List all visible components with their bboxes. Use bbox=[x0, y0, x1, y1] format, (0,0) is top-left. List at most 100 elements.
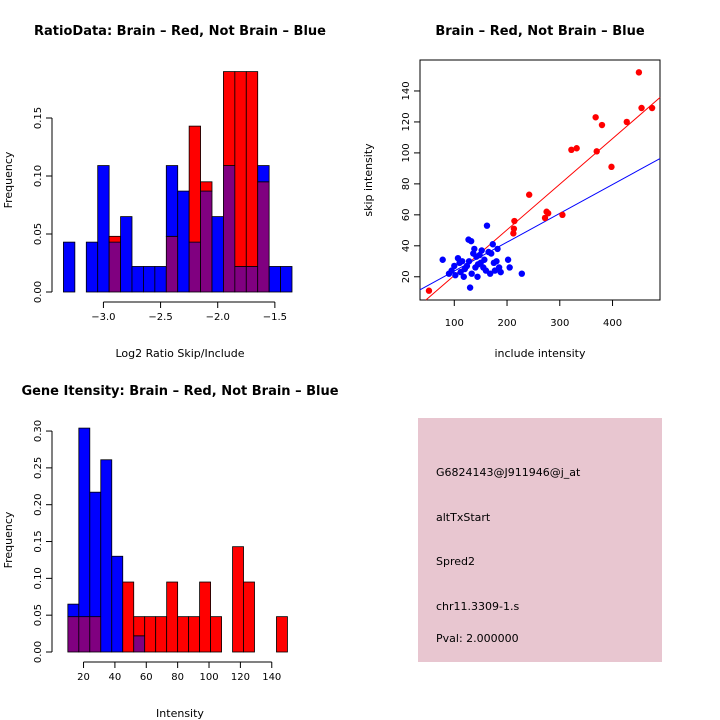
not-brain-point bbox=[518, 270, 526, 277]
y-tick-label: 0.00 bbox=[33, 641, 44, 663]
brain-bar bbox=[200, 181, 213, 192]
intensity-scatter: Brain – Red, Not Brain – Blue 100 200 300 4… bbox=[362, 24, 661, 360]
x-tick-label: −2.5 bbox=[148, 312, 172, 323]
brain-point bbox=[425, 287, 433, 294]
not-brain-point bbox=[481, 256, 488, 263]
not-brain-point bbox=[439, 256, 446, 263]
brain-point bbox=[525, 191, 533, 198]
x-tick-label: 100 bbox=[199, 672, 218, 683]
brain-bar bbox=[232, 546, 244, 653]
brain-bar bbox=[108, 235, 121, 243]
intensity-hist-title: Gene Itensity: Brain – Red, Not Brain – … bbox=[21, 384, 338, 399]
ratio-histogram: RatioData: Brain – Red, Not Brain – Blue… bbox=[2, 24, 326, 360]
y-tick-label: 0.00 bbox=[33, 281, 44, 303]
not-brain-point bbox=[474, 273, 481, 280]
y-tick-label: 140 bbox=[401, 81, 412, 100]
not-brain-point bbox=[471, 245, 478, 253]
location-text: chr11.3309-1.s bbox=[436, 600, 519, 613]
scatter-plot-frame bbox=[419, 59, 661, 301]
scatter-fit-lines bbox=[419, 97, 661, 301]
pval-text: Pval: 2.000000 bbox=[436, 632, 519, 645]
brain-point bbox=[638, 104, 645, 112]
brain-bar bbox=[133, 616, 146, 637]
x-tick-label: 400 bbox=[603, 318, 622, 329]
not-brain-bar bbox=[85, 241, 99, 293]
brain-bar bbox=[243, 581, 255, 653]
ratio-hist-x-axis: −3.0 −2.5 −2.0 −1.5 bbox=[91, 301, 287, 323]
y-tick-label: 40 bbox=[401, 239, 412, 252]
ratio-hist-bars bbox=[63, 71, 293, 293]
brain-point bbox=[623, 118, 630, 126]
brain-point bbox=[573, 145, 580, 152]
brain-point bbox=[541, 214, 549, 222]
brain-point bbox=[510, 225, 518, 232]
not-brain-point bbox=[483, 222, 491, 229]
y-tick-label: 0.05 bbox=[33, 223, 44, 245]
y-tick-label: 0.05 bbox=[33, 604, 44, 626]
overlap-bar bbox=[257, 181, 270, 293]
intensity-histogram: Gene Itensity: Brain – Red, Not Brain – … bbox=[2, 384, 339, 720]
y-tick-label: 0.20 bbox=[33, 494, 44, 516]
x-tick-label: 60 bbox=[140, 672, 153, 683]
not-brain-bar bbox=[97, 165, 110, 293]
brain-bar bbox=[155, 616, 168, 653]
x-tick-label: 120 bbox=[231, 672, 250, 683]
y-tick-label: 0.15 bbox=[33, 107, 44, 129]
not-brain-point bbox=[506, 264, 513, 271]
overlap-bar bbox=[78, 616, 91, 653]
ratio-hist-title: RatioData: Brain – Red, Not Brain – Blue bbox=[34, 24, 326, 39]
brain-point bbox=[598, 121, 606, 129]
brain-bar bbox=[122, 581, 135, 653]
not-brain-bar bbox=[131, 266, 144, 293]
brain-bar bbox=[188, 125, 201, 243]
y-tick-label: 60 bbox=[401, 208, 412, 221]
overlap-bar bbox=[188, 241, 201, 293]
not-brain-bar bbox=[257, 165, 270, 183]
not-brain-point bbox=[493, 258, 500, 265]
overlap-bar bbox=[234, 266, 247, 293]
not-brain-bar bbox=[78, 427, 91, 618]
scatter-title: Brain – Red, Not Brain – Blue bbox=[435, 24, 644, 39]
brain-point bbox=[559, 211, 566, 219]
probe-id-text: G6824143@J911946@j_at bbox=[436, 466, 581, 479]
x-tick-label: 80 bbox=[171, 672, 184, 683]
not-brain-bar bbox=[120, 216, 133, 293]
y-tick-label: 0.30 bbox=[33, 420, 44, 442]
not-brain-point bbox=[468, 270, 475, 277]
overlap-bar bbox=[108, 241, 121, 293]
y-tick-label: 0.15 bbox=[33, 530, 44, 552]
x-tick-label: 300 bbox=[550, 318, 569, 329]
y-tick-label: 0.25 bbox=[33, 457, 44, 479]
x-tick-label: −1.5 bbox=[263, 312, 287, 323]
ratio-hist-xlabel: Log2 Ratio Skip/Include bbox=[115, 347, 244, 360]
not-brain-point bbox=[494, 245, 501, 253]
brain-point bbox=[592, 114, 599, 121]
intensity-hist-ylabel: Frequency bbox=[2, 511, 15, 568]
brain-bar bbox=[210, 616, 222, 653]
brain-bar bbox=[234, 71, 247, 267]
gene-name-text: Spred2 bbox=[436, 555, 475, 568]
brain-bar bbox=[166, 581, 179, 653]
not-brain-point bbox=[451, 262, 458, 270]
not-brain-point bbox=[486, 270, 494, 277]
ratio-hist-y-axis: 0.00 0.05 0.10 0.15 bbox=[33, 107, 53, 303]
brain-point bbox=[635, 69, 643, 76]
overlap-bar bbox=[245, 266, 259, 293]
not-brain-point bbox=[467, 237, 475, 245]
not-brain-point bbox=[497, 268, 504, 276]
brain-point bbox=[568, 146, 575, 154]
not-brain-bar bbox=[89, 491, 102, 618]
brain-point bbox=[510, 230, 517, 237]
intensity-hist-y-axis: 0.00 0.05 0.10 0.15 0.20 0.25 0.30 bbox=[33, 420, 53, 663]
y-tick-label: 120 bbox=[401, 112, 412, 131]
x-tick-label: 20 bbox=[77, 672, 90, 683]
ratio-hist-ylabel: Frequency bbox=[2, 151, 15, 208]
not-brain-bar bbox=[154, 266, 167, 293]
y-tick-label: 0.10 bbox=[33, 567, 44, 589]
event-type-text: altTxStart bbox=[436, 511, 491, 524]
x-tick-label: 40 bbox=[109, 672, 122, 683]
y-tick-label: 80 bbox=[401, 178, 412, 191]
intensity-hist-bars bbox=[67, 427, 288, 653]
not-brain-bar bbox=[268, 266, 281, 293]
